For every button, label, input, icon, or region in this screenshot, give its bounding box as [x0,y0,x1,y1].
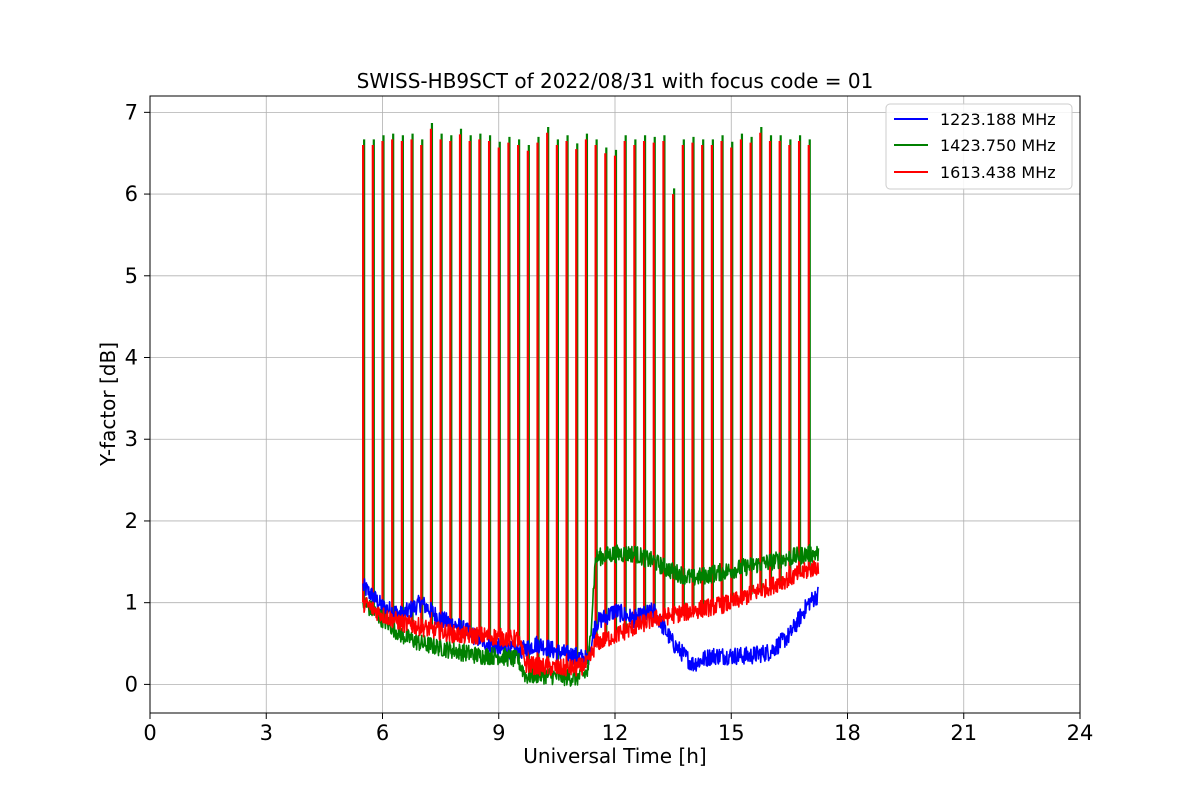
y-tick-label: 7 [125,100,138,124]
x-tick-label: 9 [492,721,505,745]
legend: 1223.188 MHz 1423.750 MHz 1613.438 MHz [885,103,1073,190]
legend-box [885,103,1073,190]
series-line-1 [362,543,820,687]
legend-label-1613: 1613.438 MHz [940,163,1056,182]
y-axis: 0 1 2 3 4 5 6 7 [125,100,150,696]
x-tick-label: 12 [602,721,629,745]
y-tick-label: 1 [125,591,138,615]
y-axis-label: Y-factor [dB] [96,342,120,467]
legend-label-1423: 1423.750 MHz [940,136,1056,155]
y-tick-label: 4 [125,346,138,370]
x-tick-label: 3 [260,721,273,745]
y-tick-label: 0 [125,672,138,696]
legend-label-1223: 1223.188 MHz [940,110,1056,129]
calibration-spikes [362,122,811,669]
x-axis: 0 3 6 9 12 15 18 21 24 [143,713,1093,745]
y-tick-label: 2 [125,509,138,533]
x-tick-label: 24 [1067,721,1094,745]
x-tick-label: 18 [834,721,861,745]
chart-title: SWISS-HB9SCT of 2022/08/31 with focus co… [357,69,874,93]
x-tick-label: 21 [950,721,977,745]
x-tick-label: 0 [143,721,156,745]
y-tick-label: 6 [125,182,138,206]
x-tick-label: 15 [718,721,745,745]
y-tick-label: 5 [125,264,138,288]
x-tick-label: 6 [376,721,389,745]
y-tick-label: 3 [125,427,138,451]
series-lines [362,543,820,687]
series-line-2 [362,560,820,677]
x-axis-label: Universal Time [h] [523,744,706,768]
